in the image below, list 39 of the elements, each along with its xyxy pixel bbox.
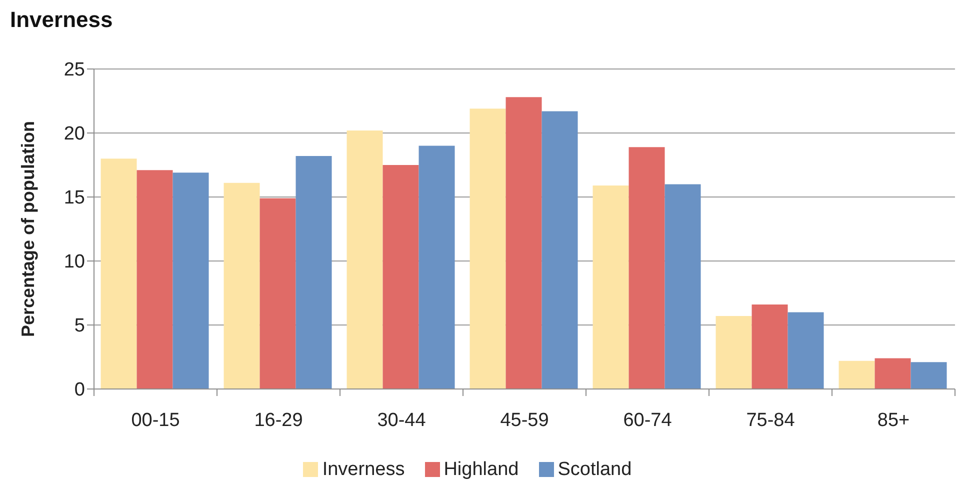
y-tick-label: 5 bbox=[74, 316, 85, 337]
bar bbox=[752, 304, 788, 389]
legend-label: Inverness bbox=[322, 459, 405, 480]
bar bbox=[506, 97, 542, 389]
bar bbox=[260, 198, 296, 389]
x-tick-label: 00-15 bbox=[131, 410, 180, 431]
x-tick-label: 45-59 bbox=[500, 410, 549, 431]
y-tick-label: 25 bbox=[64, 60, 85, 81]
bar bbox=[628, 147, 665, 389]
bar bbox=[418, 146, 455, 389]
y-tick-label: 0 bbox=[74, 380, 85, 401]
bar bbox=[910, 362, 947, 389]
x-tick-label: 30-44 bbox=[377, 410, 426, 431]
bar bbox=[224, 182, 260, 389]
bar bbox=[788, 312, 824, 389]
x-tick-label: 85+ bbox=[877, 410, 910, 431]
bar bbox=[172, 172, 209, 389]
bar bbox=[470, 108, 506, 389]
y-tick-label: 15 bbox=[64, 188, 85, 209]
bar bbox=[346, 130, 383, 389]
x-tick-label: 16-29 bbox=[254, 410, 303, 431]
bar bbox=[716, 316, 752, 389]
legend-label: Scotland bbox=[558, 459, 632, 480]
bar bbox=[296, 156, 332, 389]
bar bbox=[382, 165, 419, 389]
y-tick-label: 20 bbox=[64, 124, 85, 145]
bar bbox=[100, 158, 137, 389]
legend-label: Highland bbox=[444, 459, 519, 480]
y-axis-title: Percentage of population bbox=[18, 120, 38, 338]
bar bbox=[874, 358, 911, 389]
x-tick-label: 75-84 bbox=[746, 410, 796, 431]
bar bbox=[592, 185, 629, 389]
bar bbox=[136, 170, 173, 389]
y-tick-label: 10 bbox=[64, 252, 85, 273]
chart-title: Inverness bbox=[10, 7, 113, 33]
bar bbox=[838, 360, 875, 389]
bar bbox=[664, 184, 701, 389]
bar bbox=[542, 111, 578, 389]
x-tick-label: 60-74 bbox=[623, 410, 672, 431]
